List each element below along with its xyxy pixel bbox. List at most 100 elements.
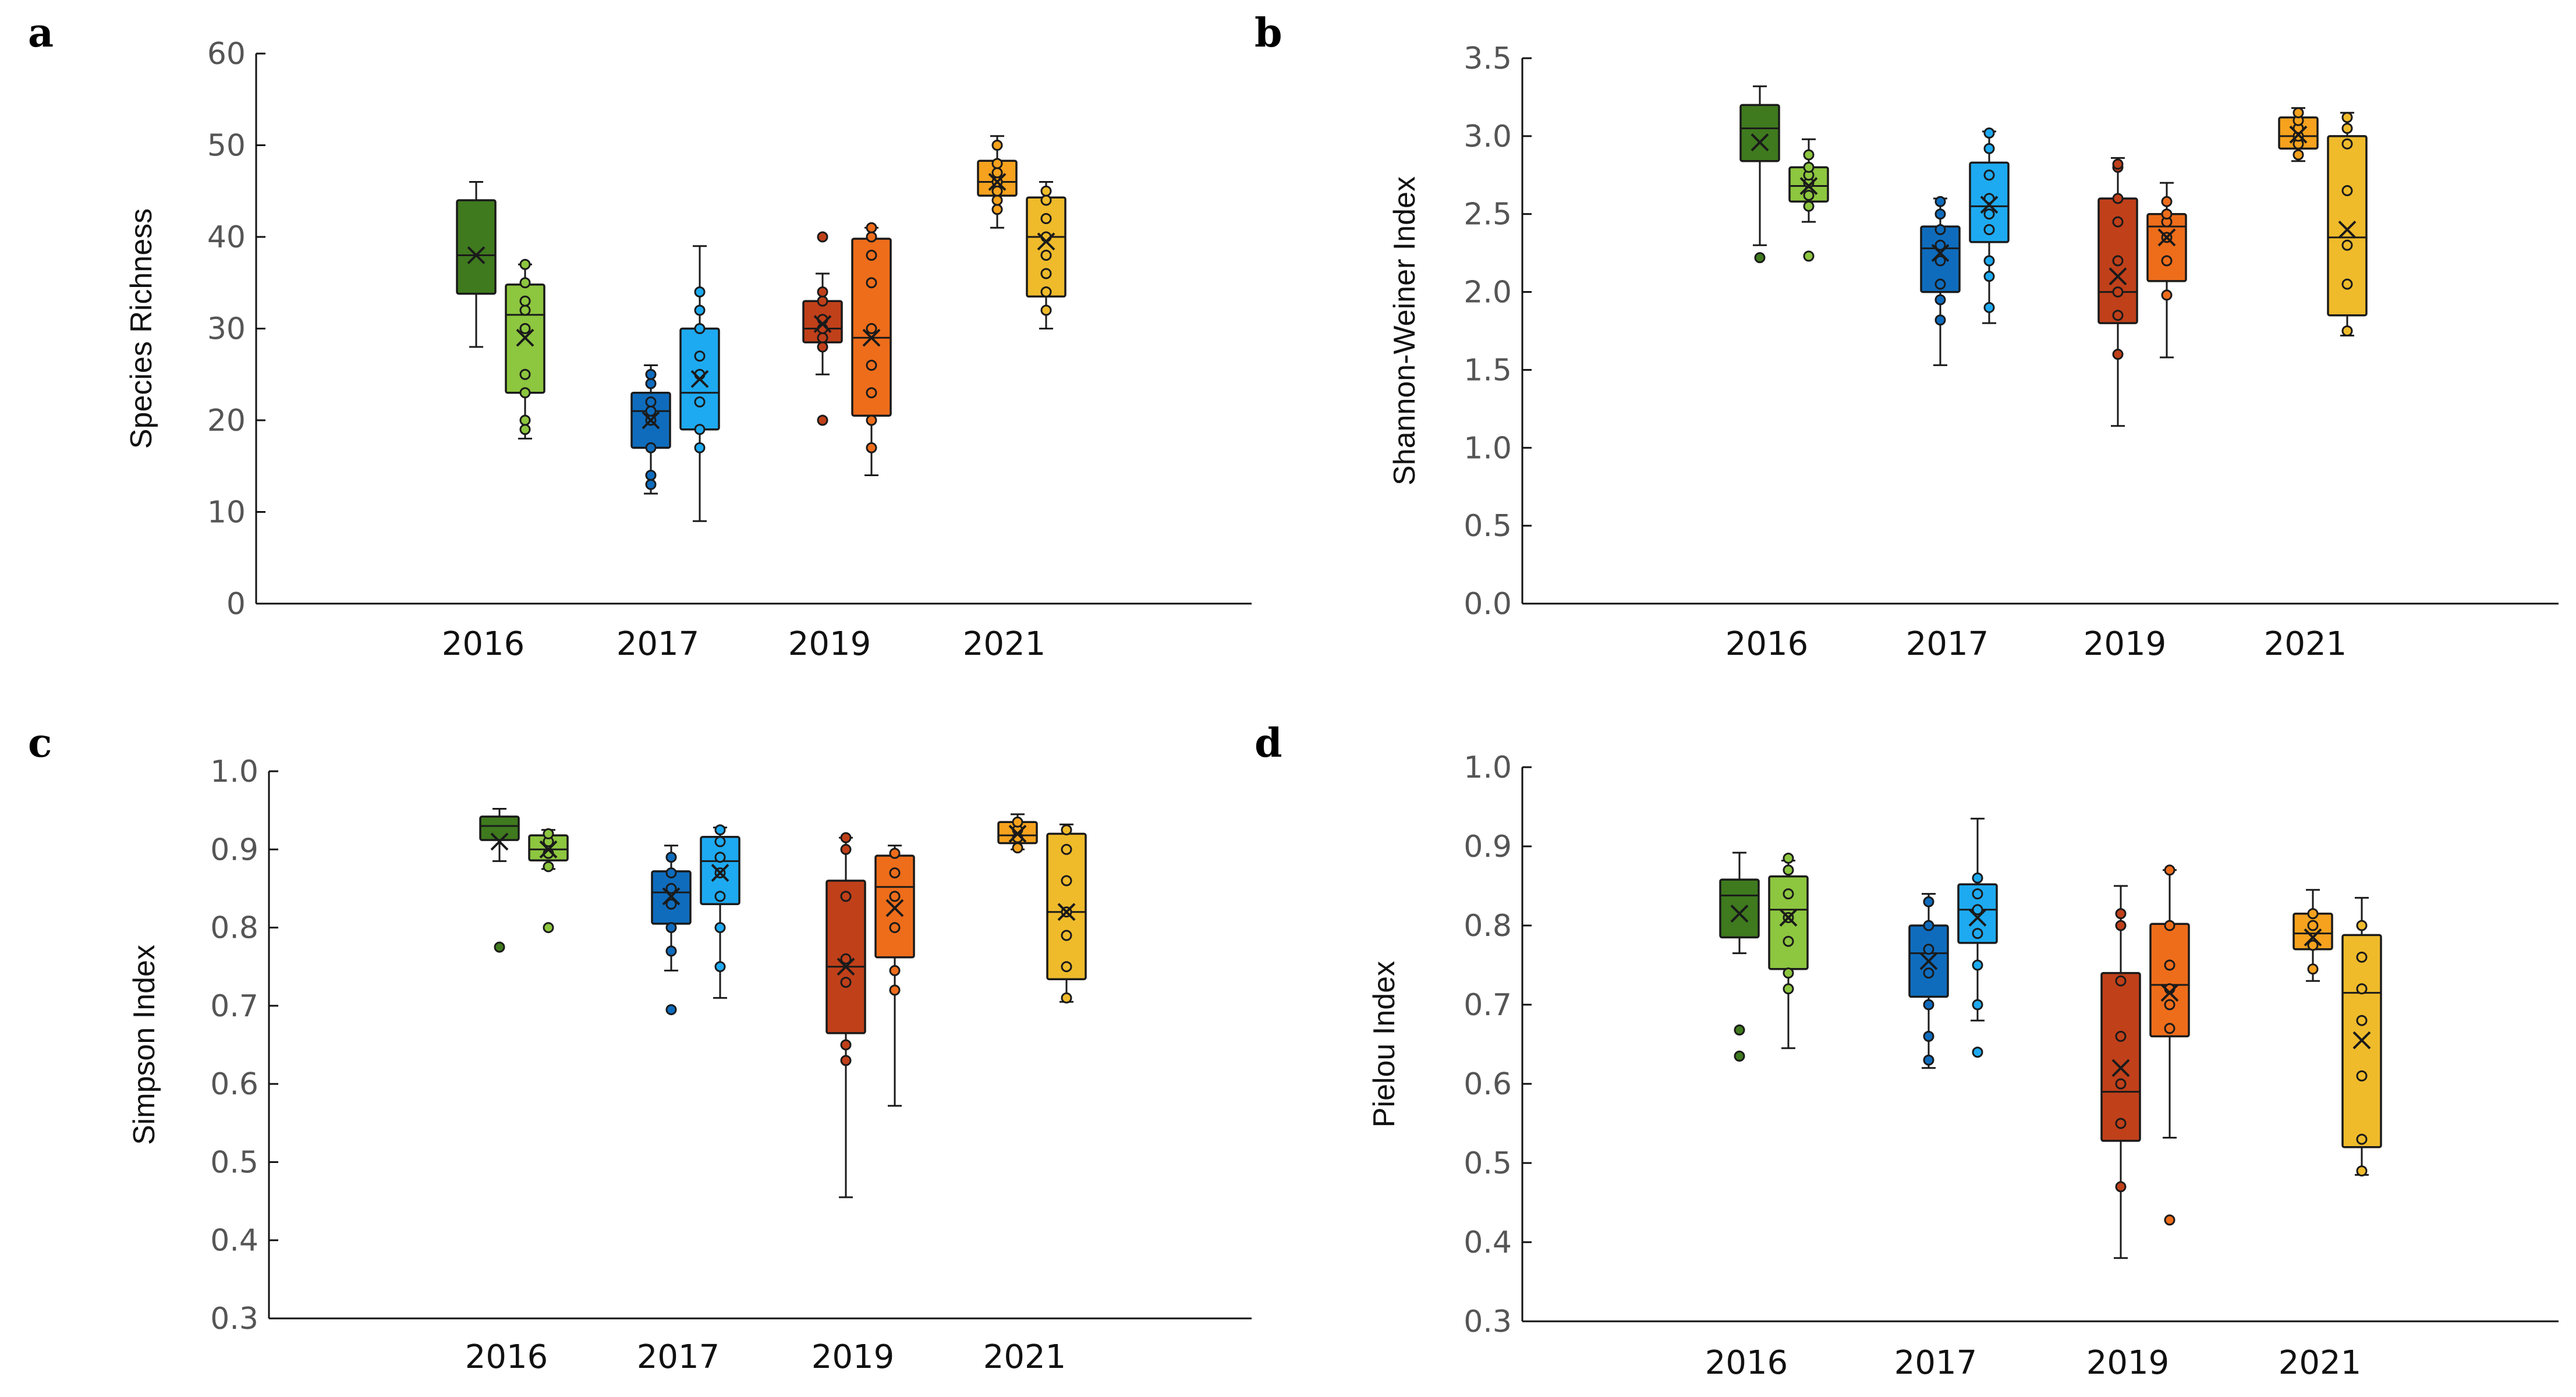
mean-marker xyxy=(2304,928,2322,946)
mean-marker xyxy=(642,411,660,430)
mean-marker xyxy=(516,328,534,347)
y-tick-label: 0 xyxy=(226,587,246,622)
data-point xyxy=(1934,208,1946,220)
box-2019-2 xyxy=(2146,182,2187,359)
data-point xyxy=(817,286,828,297)
mean-marker xyxy=(1919,952,1938,970)
data-point xyxy=(645,378,657,389)
mean-marker xyxy=(1008,825,1027,843)
y-tick-label: 0.7 xyxy=(1464,988,1512,1023)
y-tick-label: 0.9 xyxy=(1464,829,1512,864)
x-category-label: 2019 xyxy=(2086,1344,2170,1382)
data-point xyxy=(866,277,877,289)
y-tick-label: 10 xyxy=(207,495,246,530)
data-point xyxy=(543,861,554,873)
data-point xyxy=(1061,824,1072,836)
x-category-label: 2021 xyxy=(963,625,1046,663)
data-point xyxy=(1934,294,1946,306)
data-point xyxy=(866,250,877,261)
box-2021-1 xyxy=(2292,889,2333,982)
data-point xyxy=(1972,959,1983,971)
y-tick-label: 0.4 xyxy=(210,1224,258,1258)
x-category-label: 2019 xyxy=(788,625,871,663)
data-point xyxy=(1803,190,1815,201)
box-body xyxy=(1739,104,1780,162)
data-point xyxy=(1012,842,1023,854)
data-point xyxy=(714,961,726,973)
box-2016-1 xyxy=(1719,852,1760,1062)
y-tick-label: 3.5 xyxy=(1464,41,1512,76)
mean-marker xyxy=(1980,196,1999,214)
data-point xyxy=(2115,1181,2127,1193)
data-point xyxy=(1061,930,1072,941)
data-point xyxy=(2112,158,2124,170)
mean-marker xyxy=(2289,125,2308,144)
data-point xyxy=(665,922,677,934)
data-point xyxy=(817,332,828,343)
data-point xyxy=(1040,194,1052,206)
x-category-label: 2016 xyxy=(1725,625,1809,663)
mean-marker xyxy=(837,958,855,976)
mean-marker xyxy=(1057,903,1076,921)
data-point xyxy=(2115,1078,2127,1090)
data-point xyxy=(1923,896,1934,907)
data-point xyxy=(1923,999,1934,1010)
panel-d: d 0.3 0.4 0.5 0.6 0.7 0.8 0.9 1.0 Pielou Index 201… xyxy=(1255,720,2559,1382)
box-2016-2 xyxy=(528,828,569,934)
data-point xyxy=(840,1039,852,1051)
data-point xyxy=(2292,149,2304,161)
data-point xyxy=(1983,208,1995,220)
data-point xyxy=(1972,1047,1983,1058)
y-tick-label: 1.0 xyxy=(1464,750,1512,785)
data-point xyxy=(1983,143,1995,154)
data-point xyxy=(2356,1070,2368,1082)
data-point xyxy=(1983,271,1995,282)
data-point xyxy=(2161,196,2173,207)
data-point xyxy=(1783,888,1794,900)
data-point xyxy=(866,222,877,233)
mean-marker xyxy=(2109,267,2127,286)
data-point xyxy=(1040,286,1052,297)
mean-marker xyxy=(2352,1031,2371,1049)
y-tick-label: 0.5 xyxy=(210,1145,258,1180)
data-point xyxy=(1983,127,1995,139)
box-2019-2 xyxy=(851,222,892,476)
data-point xyxy=(1783,967,1794,979)
y-tick-label: 0.0 xyxy=(1464,587,1512,622)
data-point xyxy=(2341,325,2353,336)
data-point xyxy=(2115,920,2127,931)
data-point xyxy=(840,953,852,965)
data-point xyxy=(1983,224,1995,235)
box-2017-2 xyxy=(700,824,740,999)
mean-marker xyxy=(2157,228,2176,247)
data-point xyxy=(866,360,877,371)
y-tick-label: 0.5 xyxy=(1464,509,1512,544)
data-point xyxy=(1040,250,1052,261)
y-axis-title: Simpson Index xyxy=(127,945,161,1145)
data-point xyxy=(645,470,657,481)
data-point xyxy=(817,341,828,353)
data-point xyxy=(991,140,1003,151)
data-point xyxy=(694,304,706,316)
data-point xyxy=(2164,920,2175,931)
box-2019-1 xyxy=(2097,157,2138,427)
data-point xyxy=(519,295,531,307)
data-point xyxy=(1983,169,1995,181)
panel-letter: a xyxy=(28,10,54,56)
mean-marker xyxy=(1799,177,1818,195)
data-point xyxy=(1934,255,1946,267)
data-point xyxy=(1040,213,1052,224)
y-tick-label: 40 xyxy=(207,220,246,255)
data-point xyxy=(2112,286,2124,298)
y-tick-label: 0.5 xyxy=(1464,1146,1512,1181)
data-point xyxy=(2112,255,2124,267)
data-point xyxy=(1040,304,1052,316)
data-point xyxy=(1972,904,1983,916)
data-point xyxy=(889,965,901,976)
data-point xyxy=(889,848,901,859)
x-category-label: 2019 xyxy=(2084,625,2167,663)
x-category-label: 2016 xyxy=(465,1338,548,1376)
box-body xyxy=(1719,878,1760,939)
data-point xyxy=(519,387,531,399)
data-point xyxy=(817,231,828,243)
